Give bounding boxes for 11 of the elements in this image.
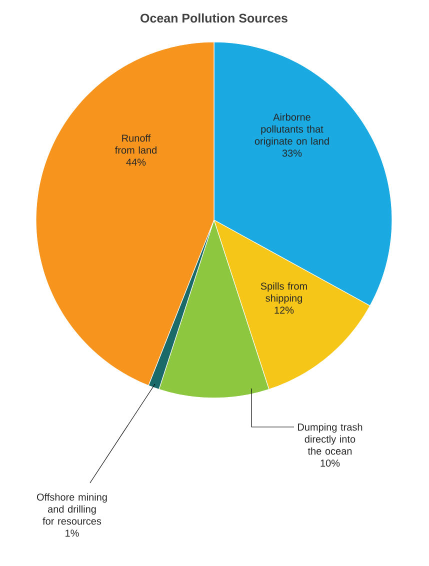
slice-label: Dumping trash directly into the ocean bbox=[298, 423, 362, 455]
data-label: 12% bbox=[274, 306, 294, 314]
data-label: 10% bbox=[320, 460, 340, 467]
slice-label: Runoff from land bbox=[115, 134, 156, 154]
data-label: 33% bbox=[282, 150, 302, 157]
slice-label: Airborne pollutants that originate on land bbox=[254, 113, 329, 147]
chart-title: Ocean Pollution Sources bbox=[140, 13, 288, 23]
slice-label: Spills from shipping bbox=[260, 282, 307, 304]
data-label: 1% bbox=[66, 530, 79, 537]
data-label: 44% bbox=[126, 158, 146, 166]
slice-label: Offshore mining and drilling for resources bbox=[36, 493, 107, 525]
